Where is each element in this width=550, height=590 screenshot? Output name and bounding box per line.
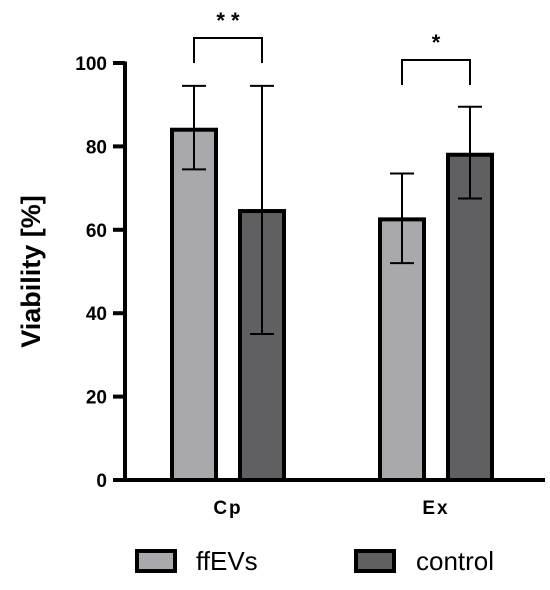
legend-label-control: control (416, 546, 494, 576)
legend-swatch-ffEVs (135, 549, 177, 573)
y-tick-label: 40 (86, 304, 107, 325)
y-axis-label: Viability [%] (16, 195, 46, 348)
legend-swatch-control (354, 549, 396, 573)
significance-label: * (432, 30, 441, 55)
y-tick-label: 20 (86, 388, 107, 409)
legend-label-ffEVs: ffEVs (196, 546, 258, 576)
y-tick-label: 60 (86, 221, 107, 242)
y-tick-label: 100 (75, 54, 107, 75)
y-tick-label: 0 (96, 471, 107, 492)
x-tick-label: Cp (213, 498, 242, 519)
y-tick-label: 80 (86, 137, 107, 158)
significance-label: * * (216, 8, 240, 33)
x-tick-label: Ex (422, 498, 449, 519)
significance-bracket (401, 59, 471, 85)
significance-bracket (193, 37, 263, 63)
bar-control-Ex (446, 152, 494, 483)
bar-ffEVs-Cp (170, 127, 218, 482)
